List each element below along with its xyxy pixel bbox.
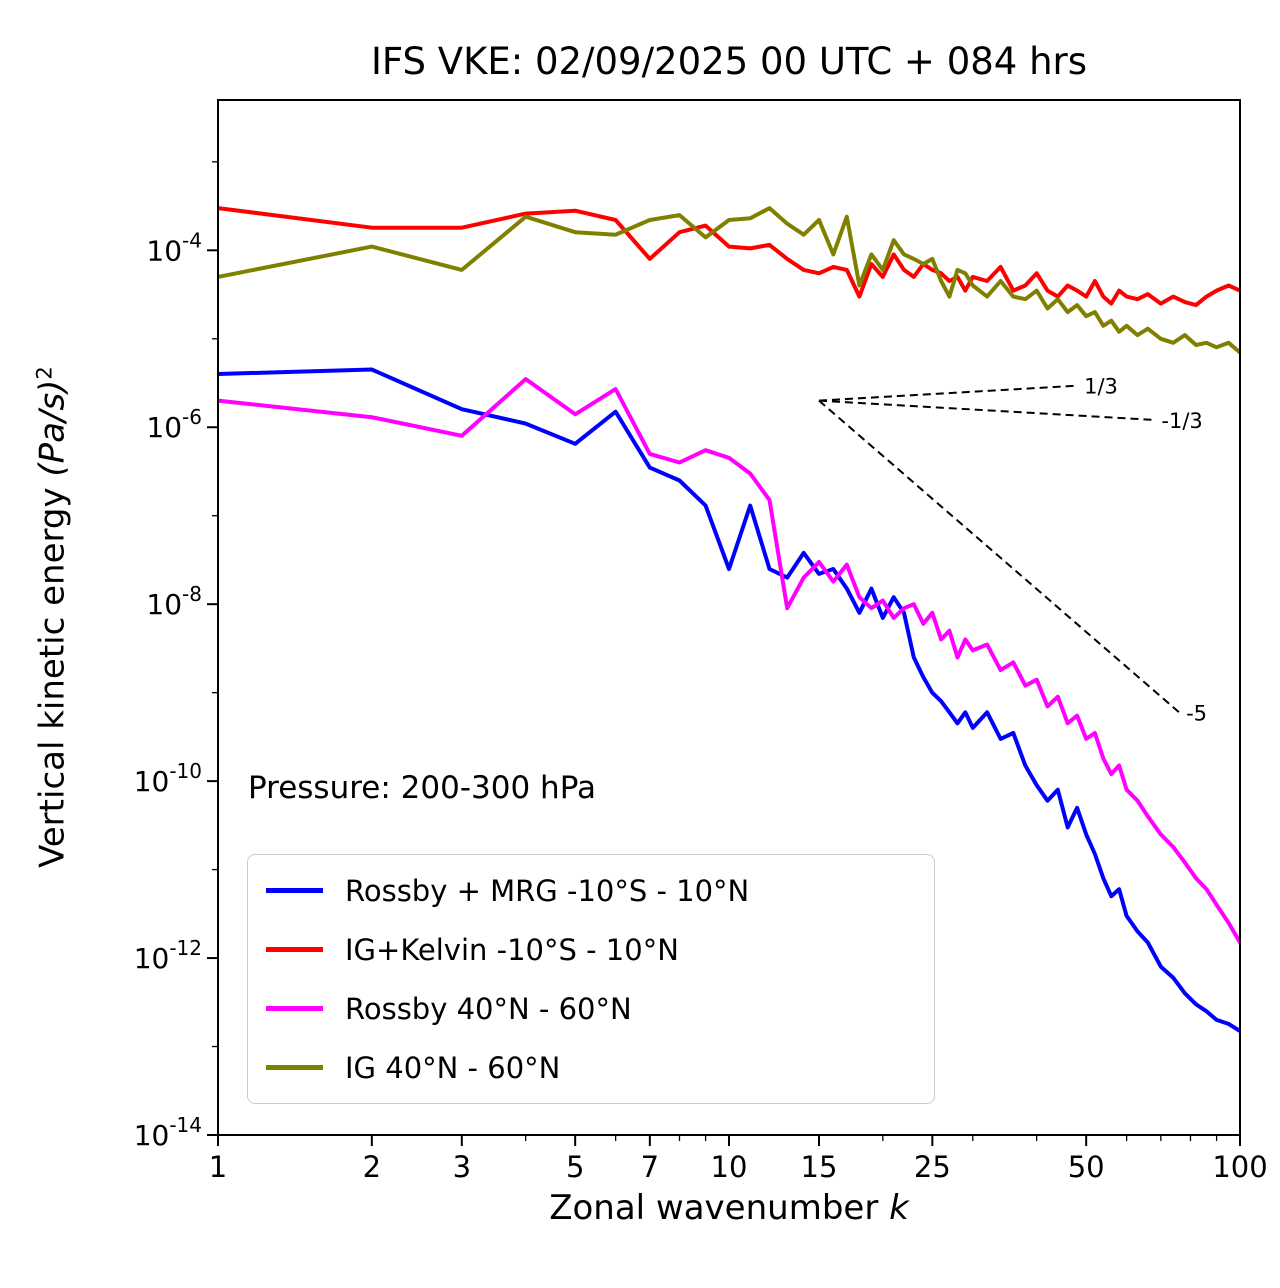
guide-line-label-1/3: 1/3 [1084,375,1118,399]
slope-guide-lines: 1/3 -1/3 -5 [818,375,1207,725]
svg-text:100: 100 [1212,1150,1267,1184]
series-line-rossby-mrg-tropics [218,367,1240,1033]
guide-line-1/3 [818,384,1078,402]
svg-text:5: 5 [566,1150,584,1184]
svg-text:10-4: 10-4 [146,228,202,267]
series-line-ig-kelvin-tropics [218,206,1240,308]
legend-item-rossby-midlat: Rossby 40°N - 60°N [248,992,934,1026]
y-axis-label: Vertical kinetic energy (Pa/s)2 [31,366,72,868]
legend-item-rossby-mrg: Rossby + MRG -10°S - 10°N [248,874,934,908]
legend-label-ig-midlat: IG 40°N - 60°N [345,1050,561,1085]
guide-line-label--5: -5 [1186,701,1207,725]
y-axis-label-text: Vertical kinetic energy [32,476,73,868]
svg-text:10-6: 10-6 [146,405,202,444]
chart-title: IFS VKE: 02/09/2025 00 UTC + 084 hrs [370,40,1088,83]
series-line-ig-midlat [218,206,1240,355]
y-axis-label-units: (Pa/s) [32,379,73,477]
svg-text:2: 2 [363,1150,381,1184]
svg-text:7: 7 [641,1150,659,1184]
svg-text:10-8: 10-8 [146,582,202,621]
legend-swatch-ig-midlat [266,1065,323,1070]
x-axis-label-variable: k [889,1188,909,1228]
pressure-annotation: Pressure: 200-300 hPa [248,770,596,806]
x-axis-label: Zonal wavenumber k [218,1188,1240,1228]
y-axis-label-exponent: 2 [31,366,57,380]
legend-item-ig-kelvin: IG+Kelvin -10°S - 10°N [248,933,934,967]
guide-line--1/3 [818,399,1155,421]
legend-swatch-rossby-mrg [266,888,323,893]
legend-swatch-rossby-midlat [266,1006,323,1011]
legend: Rossby + MRG -10°S - 10°N IG+Kelvin -10°… [247,854,935,1104]
svg-text:10-10: 10-10 [134,759,202,798]
svg-text:25: 25 [914,1150,951,1184]
svg-text:1: 1 [209,1150,227,1184]
legend-label-ig-kelvin: IG+Kelvin -10°S - 10°N [345,932,679,967]
guide-line--5 [818,399,1180,714]
svg-text:50: 50 [1068,1150,1105,1184]
legend-item-ig-midlat: IG 40°N - 60°N [248,1051,934,1085]
x-axis-label-text: Zonal wavenumber [549,1188,890,1228]
svg-text:10: 10 [711,1150,748,1184]
svg-text:15: 15 [801,1150,838,1184]
guide-line-label--1/3: -1/3 [1161,409,1202,433]
legend-swatch-ig-kelvin [266,947,323,952]
svg-text:10-14: 10-14 [134,1113,202,1152]
series-lines [218,206,1240,1033]
series-line-rossby-midlat [218,377,1240,945]
legend-label-rossby-midlat: Rossby 40°N - 60°N [345,991,632,1026]
legend-label-rossby-mrg: Rossby + MRG -10°S - 10°N [345,873,750,908]
svg-text:3: 3 [453,1150,471,1184]
svg-text:10-12: 10-12 [134,936,202,975]
